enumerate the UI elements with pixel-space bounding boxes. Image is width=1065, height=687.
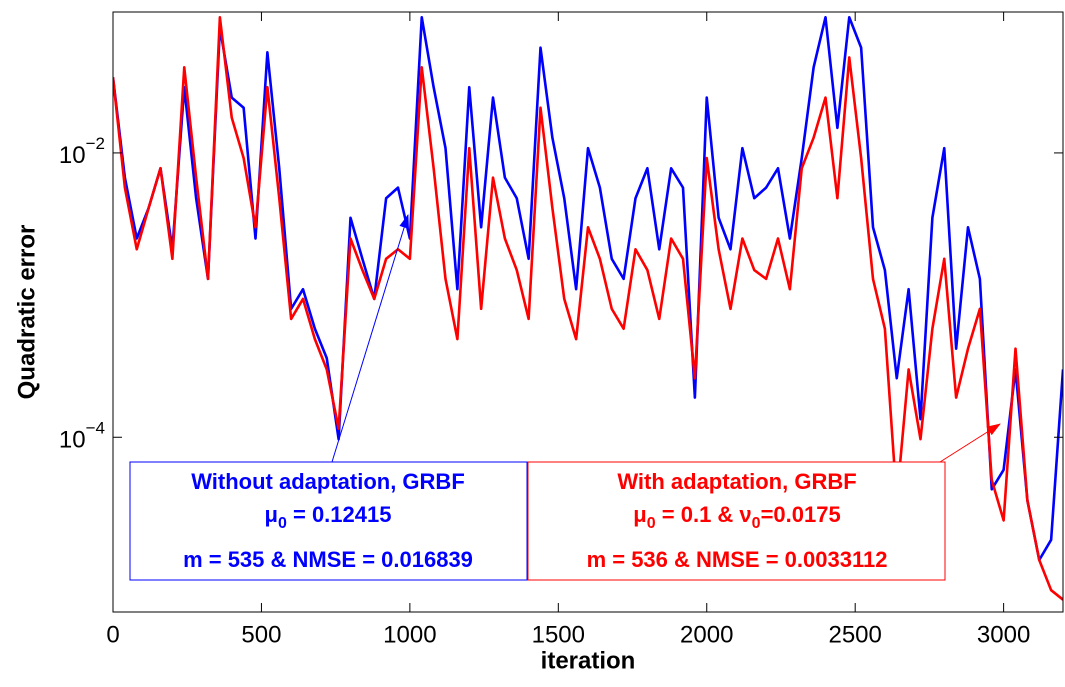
x-tick-label: 3000: [977, 621, 1030, 648]
x-tick-label: 2500: [828, 621, 881, 648]
annotation-arrow: [939, 423, 1001, 463]
annotation-text-part: μ: [633, 502, 646, 527]
x-tick-label: 1500: [532, 621, 585, 648]
annotation-text: μ0 = 0.12415: [265, 502, 392, 532]
annotation-text: m = 536 & NMSE = 0.0033112: [587, 547, 888, 572]
x-tick-label: 1000: [383, 621, 436, 648]
annotation-text: m = 535 & NMSE = 0.016839: [183, 547, 473, 572]
annotation-text-part: =0.0175: [761, 502, 841, 527]
annotation-arrow: [331, 214, 409, 463]
annotation-text-part: = 0.12415: [287, 502, 392, 527]
plot-lines: [113, 15, 1063, 601]
x-tick-label: 0: [106, 621, 119, 648]
y-tick-label: 10−4: [59, 419, 105, 454]
series-line: [113, 15, 1063, 601]
annotation-text-part: m = 535 & NMSE = 0.016839: [183, 547, 473, 572]
y-axis-label: Quadratic error: [13, 225, 40, 400]
annotation-text-part: 0: [278, 515, 287, 532]
annotation-box: [129, 461, 528, 581]
annotation-text: Without adaptation, GRBF: [191, 469, 465, 494]
annotation-text: μ0 = 0.1 & ν0=0.0175: [633, 502, 840, 532]
x-axis-label: iteration: [541, 647, 636, 674]
annotation-text-part: μ: [265, 502, 278, 527]
annotation-box: [527, 461, 946, 581]
annotation-text-part: 0: [752, 515, 761, 532]
annotation-text-part: Without adaptation, GRBF: [191, 469, 465, 494]
annotation-text: With adaptation, GRBF: [617, 469, 856, 494]
series-line: [113, 15, 1063, 562]
x-tick-label: 500: [241, 621, 281, 648]
annotation-text-part: = 0.1 & ν: [656, 502, 752, 527]
annotation-text-part: With adaptation, GRBF: [617, 469, 856, 494]
axes-box: [112, 11, 1064, 613]
annotation-text-part: m = 536 & NMSE = 0.0033112: [587, 547, 888, 572]
x-tick-label: 2000: [680, 621, 733, 648]
annotation-text-part: 0: [647, 515, 656, 532]
y-tick-label: 10−2: [59, 134, 105, 169]
